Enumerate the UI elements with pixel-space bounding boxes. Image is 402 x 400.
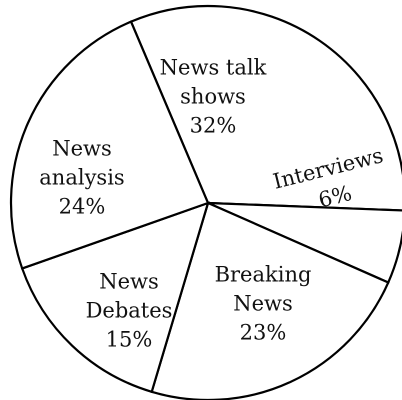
slice-label-line: News xyxy=(233,292,293,316)
slice-label-line: News talk xyxy=(160,56,267,80)
slice-label-line: 32% xyxy=(190,114,237,138)
pie-slice-news-talk-shows xyxy=(129,4,402,212)
slice-label-line: News xyxy=(99,270,159,294)
slice-label-line: 23% xyxy=(240,321,287,345)
slice-label-line: 24% xyxy=(59,195,106,219)
slice-label-line: Debates xyxy=(86,299,173,323)
pie-slice-news-analysis xyxy=(9,20,210,270)
slice-label-line: Breaking xyxy=(215,263,312,287)
pie-slice-breaking-news xyxy=(150,201,390,400)
pie-slices xyxy=(9,4,402,400)
slice-label-line: 15% xyxy=(106,328,153,352)
slice-label-line: News xyxy=(52,137,112,161)
slice-label-news-debates: News Debates 15% xyxy=(86,270,173,352)
slice-label-news-talk-shows: News talk shows 32% xyxy=(160,56,267,138)
slice-label-breaking-news: Breaking News 23% xyxy=(215,263,312,345)
pie-labels: News talkshows32%Interviews6%BreakingNew… xyxy=(39,56,385,352)
slice-label-news-analysis: News analysis 24% xyxy=(39,137,124,219)
pie-slice-news-debates xyxy=(20,201,210,394)
slice-label-line: shows xyxy=(180,85,246,109)
slice-label-line: analysis xyxy=(39,166,124,190)
